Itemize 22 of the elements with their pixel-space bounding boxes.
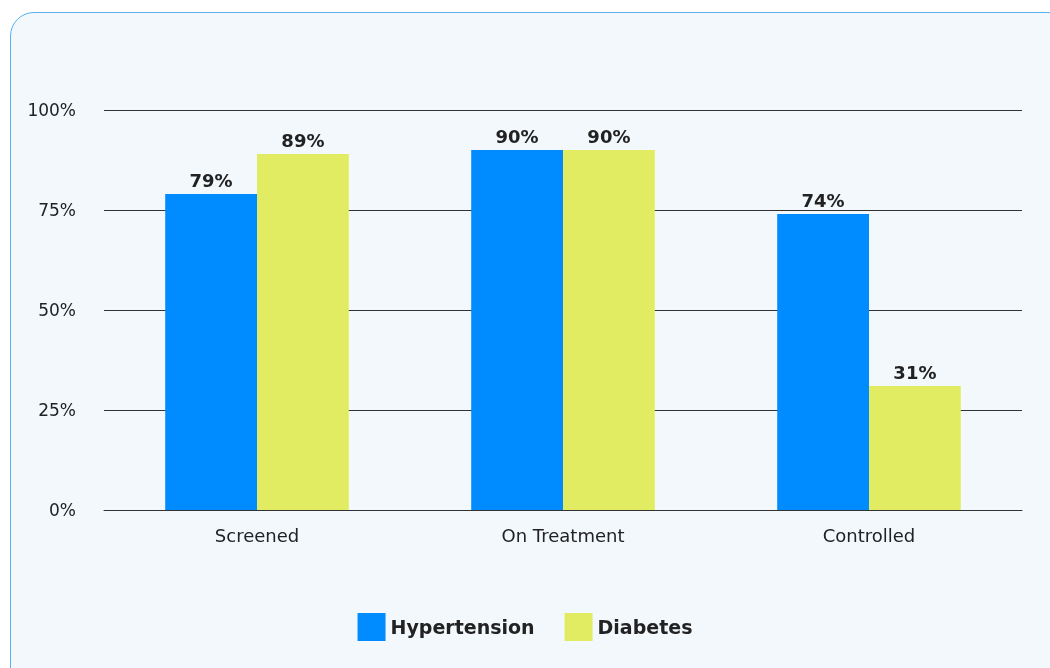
- x-tick-label: Controlled: [822, 524, 916, 546]
- y-tick-label: 50%: [38, 300, 76, 320]
- bar: [165, 194, 257, 510]
- data-label: 74%: [801, 189, 845, 211]
- legend-label: Hypertension: [390, 616, 535, 638]
- x-tick-label: On Treatment: [501, 524, 625, 546]
- y-tick-label: 25%: [38, 400, 76, 420]
- bar: [471, 150, 563, 510]
- y-tick-label: 75%: [38, 200, 76, 220]
- data-label: 31%: [893, 361, 937, 383]
- legend-label: Diabetes: [597, 616, 693, 638]
- bar: [257, 154, 349, 510]
- data-label: 90%: [587, 125, 631, 147]
- bar: [869, 386, 961, 510]
- y-tick-label: 0%: [49, 500, 76, 520]
- data-label: 89%: [281, 129, 325, 151]
- bar: [563, 150, 655, 510]
- x-tick-label: Screened: [214, 524, 300, 546]
- y-tick-label: 100%: [27, 100, 76, 120]
- data-label: 90%: [495, 125, 539, 147]
- data-label: 79%: [189, 169, 233, 191]
- bar: [777, 214, 869, 510]
